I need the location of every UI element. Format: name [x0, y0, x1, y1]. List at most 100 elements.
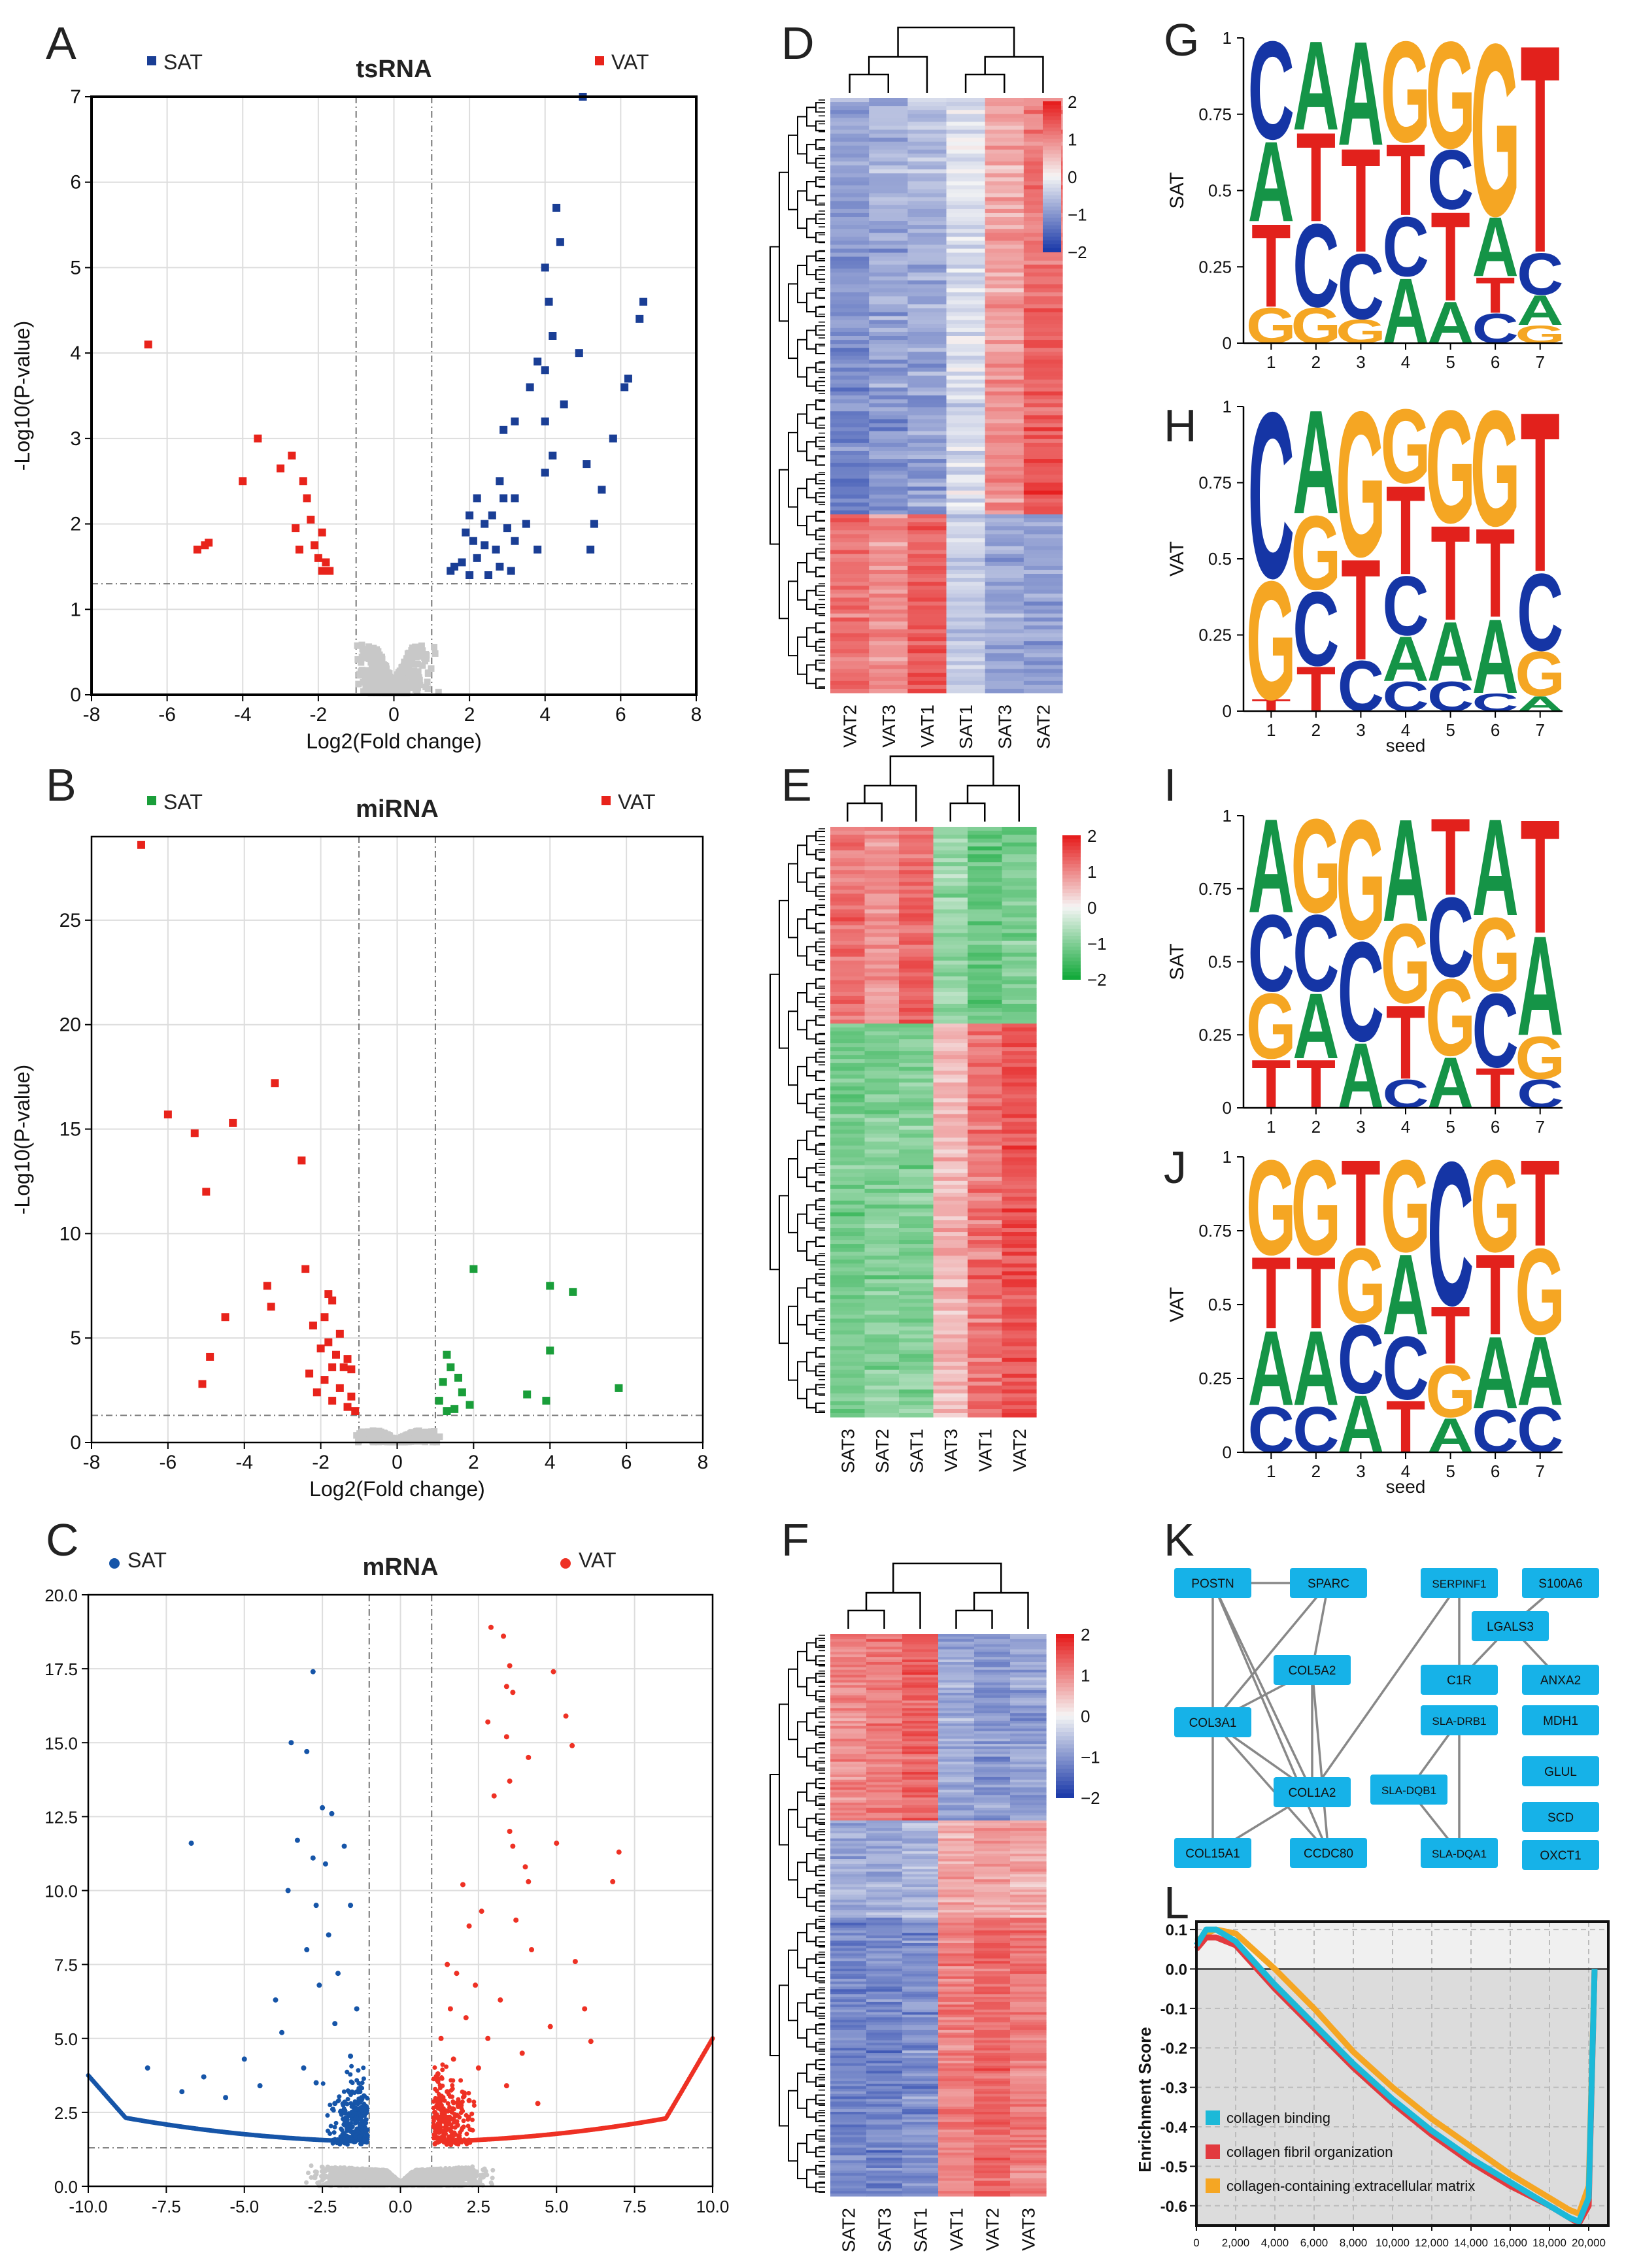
- point-vat: [137, 841, 145, 849]
- point-sig: [336, 2098, 341, 2103]
- point-vat: [320, 1376, 329, 1384]
- point-sat: [332, 2101, 338, 2107]
- point-sig: [464, 2131, 469, 2137]
- point-vat: [311, 541, 319, 550]
- point-vat: [263, 1282, 271, 1290]
- point-sig: [448, 2142, 453, 2147]
- point-ns: [490, 2175, 495, 2180]
- heatmap-cell: [869, 212, 908, 218]
- heatmap-cell: [869, 129, 908, 135]
- point-ns: [488, 2180, 494, 2185]
- point-ns: [358, 641, 365, 648]
- point-sat: [439, 1378, 447, 1386]
- point-ns: [368, 684, 375, 692]
- point-vat: [507, 1829, 513, 1834]
- point-sat: [496, 562, 504, 571]
- point-sig: [341, 2089, 347, 2094]
- point-sat: [443, 1350, 451, 1359]
- tick-label-x: -6: [158, 704, 176, 725]
- point-ns: [398, 676, 405, 683]
- point-ns: [390, 689, 397, 696]
- heatmap-cell: [946, 189, 986, 194]
- tick-label-y: 10.0: [44, 1882, 78, 1901]
- heatmap-cell: [830, 225, 870, 229]
- point-sat: [310, 1855, 316, 1861]
- heatmap-cell: [830, 221, 870, 225]
- point-ns: [376, 2178, 381, 2184]
- tick-label-y: 25: [59, 910, 81, 931]
- point-sig: [349, 2063, 354, 2069]
- heatmap-cell: [985, 98, 1024, 103]
- point-sat: [179, 2089, 185, 2095]
- heatmap-cell: [907, 125, 947, 131]
- point-sat: [473, 494, 481, 503]
- point-ns: [413, 684, 420, 692]
- heatmap-cell: [946, 185, 986, 190]
- point-ns: [422, 683, 430, 690]
- heatmap-cell: [946, 177, 986, 182]
- point-vat: [572, 1959, 578, 1965]
- point-vat: [190, 1129, 199, 1137]
- point-ns: [413, 644, 420, 651]
- point-sat: [469, 1265, 478, 1273]
- heatmap-cell: [907, 133, 947, 139]
- point-sat: [363, 2109, 369, 2115]
- tick-label-y: 17.5: [44, 1659, 78, 1679]
- tick-label-x: 5.0: [545, 2197, 568, 2216]
- point-sat: [511, 537, 519, 545]
- heatmap-cell: [830, 212, 870, 218]
- point-sat: [523, 1390, 532, 1399]
- heatmap-cell: [869, 102, 908, 107]
- point-sat: [481, 541, 489, 550]
- point-sig: [460, 2126, 465, 2131]
- point-ns: [358, 659, 365, 666]
- point-sat: [465, 571, 474, 579]
- point-ns: [424, 678, 431, 686]
- heatmap-cell: [869, 185, 908, 190]
- point-ns: [367, 1435, 374, 1443]
- tick-label-x: 0.0: [388, 2197, 412, 2216]
- tick-label-x: -7.5: [152, 2197, 181, 2216]
- point-ns: [411, 1435, 418, 1443]
- point-vat: [526, 1878, 532, 1884]
- heatmap-cell: [985, 197, 1024, 202]
- point-sat: [473, 554, 481, 562]
- point-ns: [362, 654, 369, 661]
- point-sat: [560, 400, 568, 409]
- point-sig: [458, 2110, 464, 2116]
- point-sig: [328, 2124, 333, 2129]
- point-sat: [458, 1388, 466, 1397]
- point-sig: [356, 2068, 361, 2073]
- point-sig: [357, 2121, 362, 2126]
- point-sig: [364, 2120, 369, 2126]
- heatmap-cell: [869, 193, 908, 198]
- point-sig: [357, 2134, 362, 2139]
- point-sat: [511, 494, 519, 503]
- heatmap-cell: [830, 193, 870, 198]
- panel-letter-j: J: [1164, 1142, 1187, 1193]
- point-ns: [490, 2167, 496, 2173]
- point-ns: [364, 676, 371, 683]
- point-vat: [343, 1403, 352, 1411]
- point-ns: [403, 680, 410, 687]
- point-ns: [345, 2167, 350, 2172]
- point-sig: [453, 2120, 458, 2125]
- heatmap-cell: [985, 122, 1024, 127]
- heatmap-cell: [869, 177, 908, 182]
- point-vat: [466, 2097, 472, 2103]
- heatmap-cell: [869, 229, 908, 233]
- heatmap-cell: [907, 189, 947, 194]
- point-vat: [569, 1743, 575, 1748]
- tick-label-y: 5.0: [54, 2029, 78, 2049]
- legend-label-vat: VAT: [618, 790, 655, 814]
- heatmap-cell: [946, 114, 986, 118]
- point-sig: [452, 2112, 457, 2117]
- point-vat: [554, 1841, 560, 1846]
- point-ns: [364, 2175, 369, 2180]
- legend-label-sat: SAT: [163, 50, 203, 74]
- heatmap-cell: [869, 173, 908, 178]
- point-sig: [361, 2076, 366, 2081]
- point-sig: [437, 2124, 442, 2129]
- point-sat: [223, 2095, 229, 2101]
- heatmap-cell: [985, 149, 1024, 154]
